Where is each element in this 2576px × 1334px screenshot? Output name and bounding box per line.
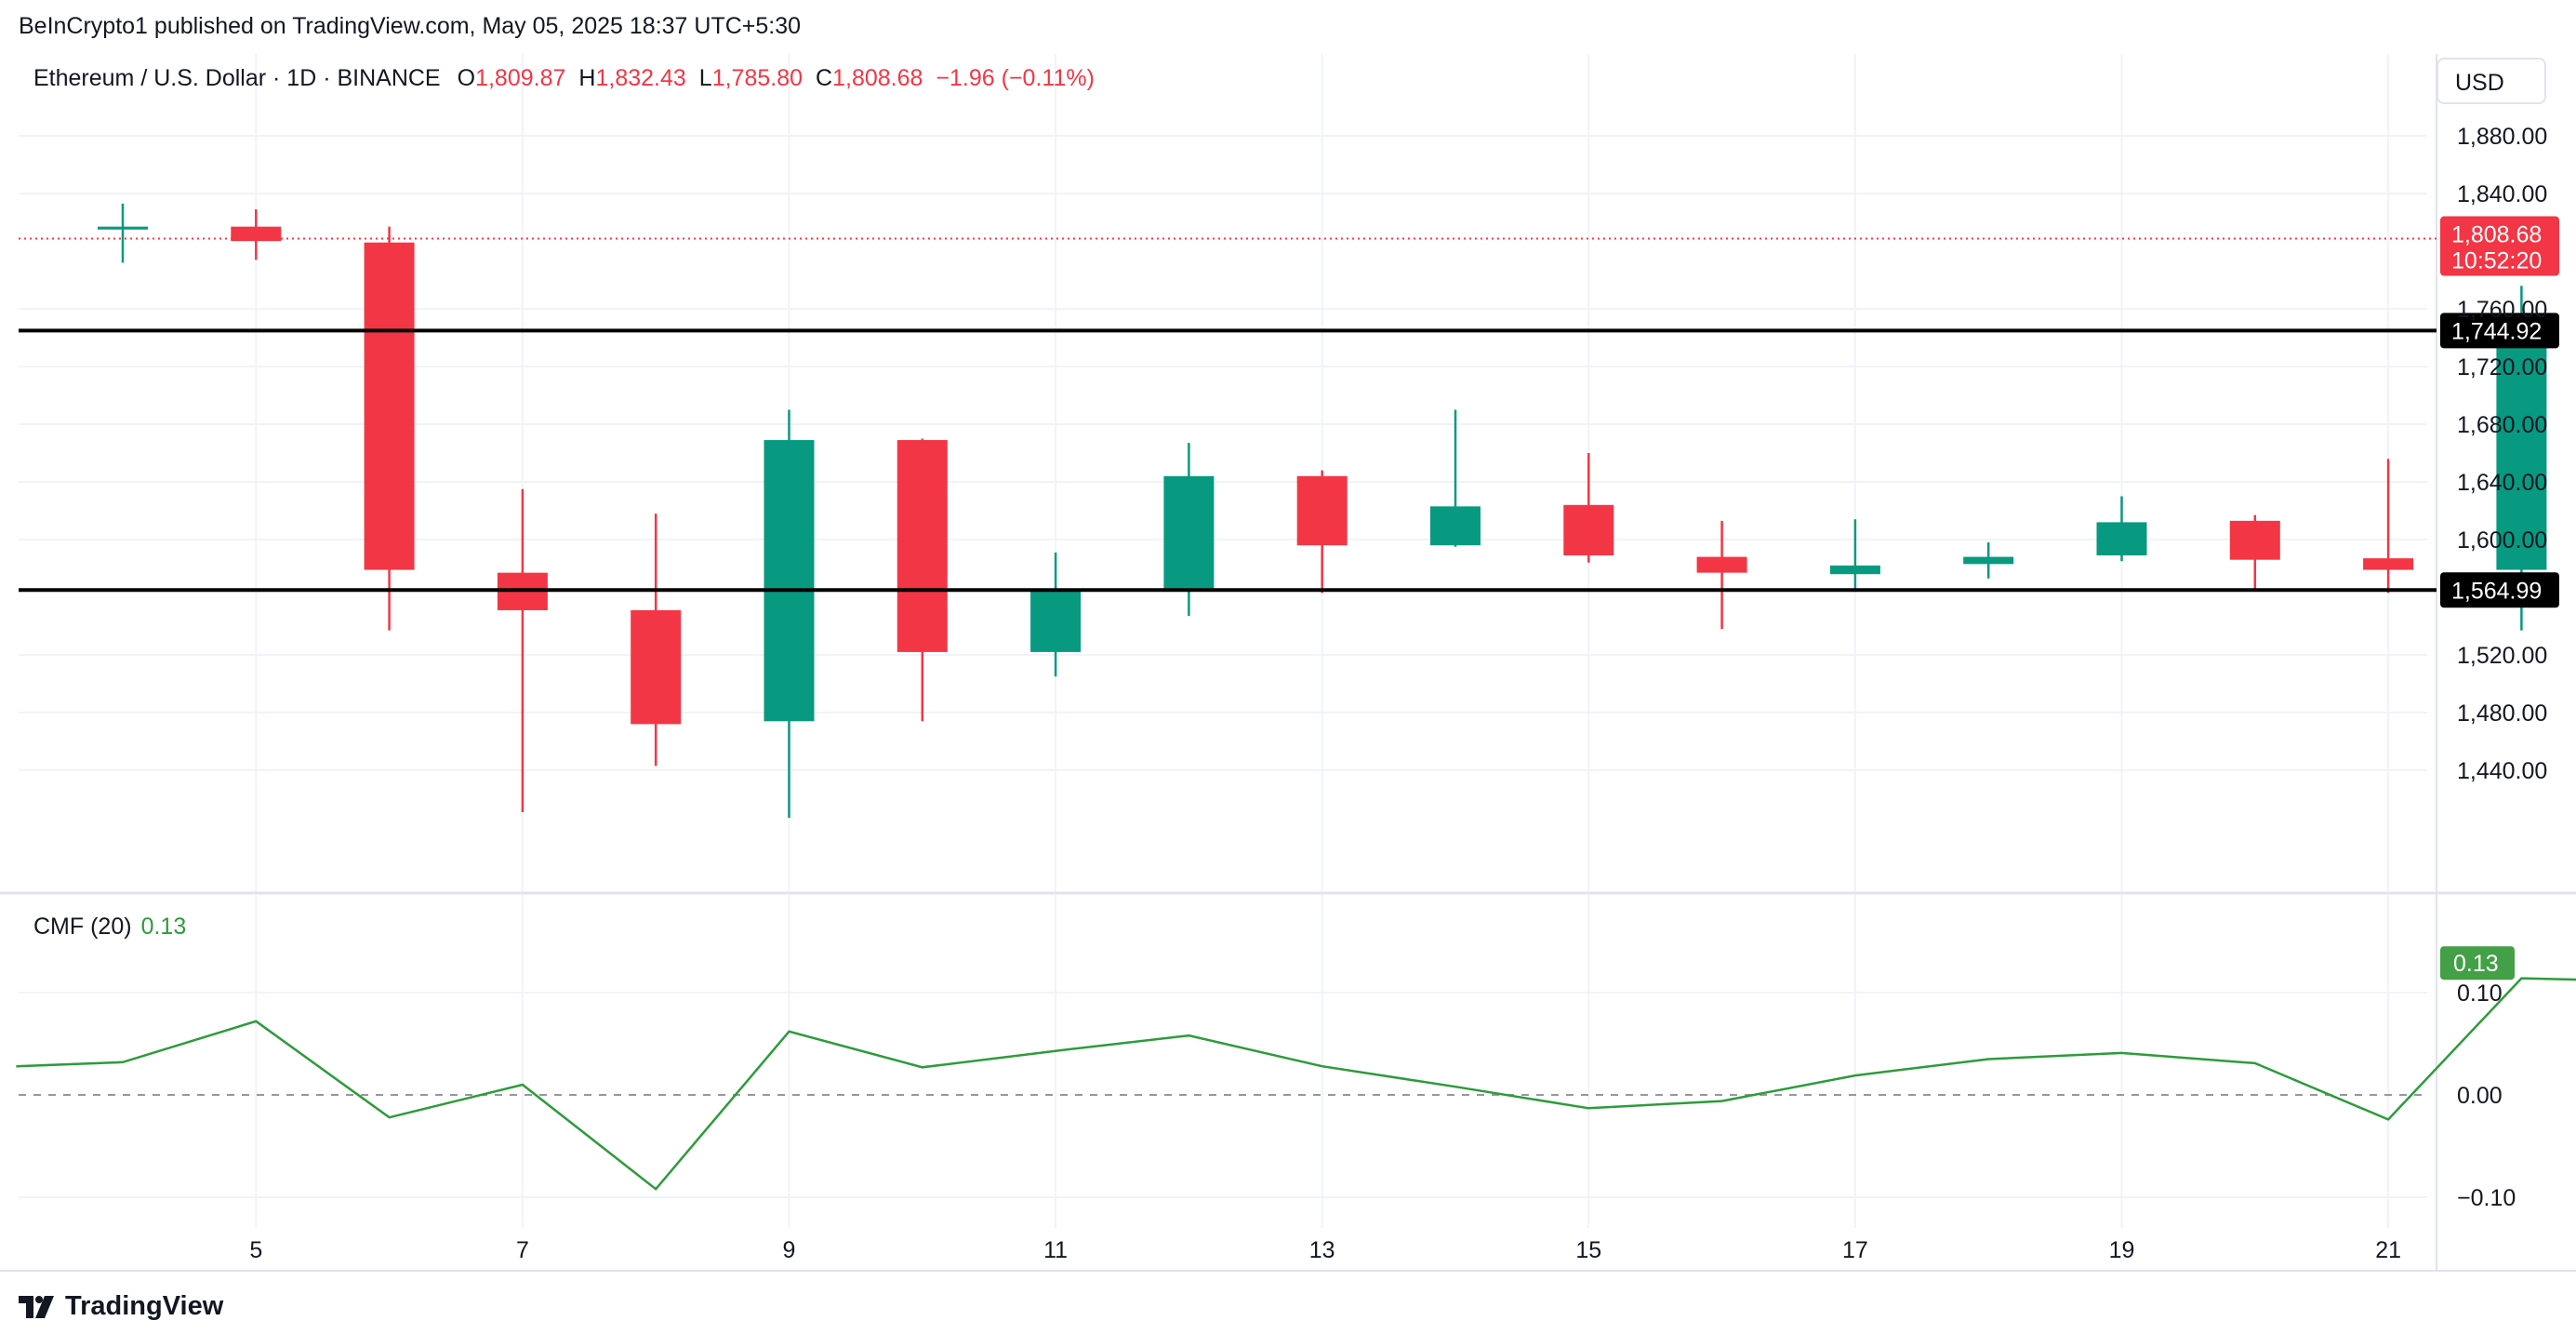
candle[interactable] [2363, 459, 2414, 594]
candle[interactable] [1829, 519, 1880, 589]
candle[interactable] [1963, 542, 2014, 579]
candle[interactable] [231, 209, 282, 260]
price-axis-tick: 1,680.00 [2457, 412, 2547, 438]
cmf-value: 0.13 [140, 914, 187, 940]
footer-brand-label: TradingView [65, 1291, 224, 1321]
candle[interactable] [1296, 470, 1348, 594]
symbol-name: Ethereum / U.S. Dollar · 1D · BINANCE [33, 65, 441, 91]
candle-body [231, 226, 282, 242]
candle[interactable] [1696, 520, 1747, 630]
time-axis-tick: 15 [1575, 1237, 1601, 1263]
price-axis-tick: 1,880.00 [2457, 124, 2547, 150]
countdown-label: 10:52:20 [2451, 248, 2542, 274]
time-axis-tick: 17 [1842, 1237, 1868, 1263]
close-label: C [816, 65, 833, 91]
candle[interactable] [896, 438, 948, 722]
high-value: 1,832.43 [595, 65, 686, 91]
change-value: −1.96 (−0.11%) [936, 65, 1095, 91]
cmf-value-tag-label: 0.13 [2453, 951, 2499, 977]
candle[interactable] [98, 203, 148, 263]
time-axis-tick: 11 [1043, 1237, 1068, 1263]
time-axis-tick: 7 [516, 1237, 529, 1263]
cmf-axis-tick: 0.10 [2457, 980, 2503, 1007]
low-label: L [698, 65, 712, 91]
candle-body [1696, 556, 1747, 573]
price-axis-tick: 1,640.00 [2457, 470, 2547, 496]
candle[interactable] [497, 488, 548, 812]
level-price-label: 1,564.99 [2451, 578, 2542, 604]
level-price-label: 1,744.92 [2451, 318, 2542, 344]
price-axis-tick: 1,480.00 [2457, 700, 2547, 727]
candle[interactable] [2229, 514, 2280, 589]
candle-body [2229, 520, 2280, 560]
candle-body [1296, 475, 1348, 546]
last-price-tag [2440, 216, 2559, 276]
tradingview-logo-icon [19, 1295, 54, 1318]
candle-body [2363, 558, 2414, 570]
candle[interactable] [631, 514, 682, 767]
open-value: 1,809.87 [475, 65, 566, 91]
time-axis-tick: 5 [249, 1237, 262, 1263]
time-axis-tick: 9 [783, 1237, 796, 1263]
price-axis-tick: 1,760.00 [2457, 297, 2547, 323]
footer-brand[interactable]: TradingView [19, 1291, 223, 1322]
open-label: O [457, 65, 476, 91]
cmf-line[interactable] [16, 922, 2576, 1191]
candle-body [2096, 522, 2147, 556]
price-axis-tick: 1,520.00 [2457, 643, 2547, 669]
cmf-legend: CMF (20) 0.13 [33, 914, 186, 940]
price-axis-tick: 1,720.00 [2457, 354, 2547, 380]
price-axis-tick: 1,440.00 [2457, 758, 2547, 784]
candle-body [1030, 588, 1082, 652]
candle[interactable] [364, 226, 415, 631]
currency-button[interactable]: USD [2437, 58, 2546, 104]
close-value: 1,808.68 [832, 65, 923, 91]
candle-body [1829, 565, 1880, 575]
time-axis-tick: 19 [2109, 1237, 2135, 1263]
candle-body [1563, 504, 1614, 556]
level-price-tag [2440, 313, 2559, 349]
candle-body [764, 440, 815, 722]
candle[interactable] [1030, 552, 1082, 677]
candle-body [1963, 556, 2014, 565]
price-axis-tick: 1,600.00 [2457, 527, 2547, 554]
candle-body [98, 226, 148, 230]
cmf-axis-tick: 0.00 [2457, 1083, 2503, 1109]
cmf-value-tag [2440, 946, 2515, 980]
high-label: H [578, 65, 596, 91]
price-axis-tick: 1,840.00 [2457, 181, 2547, 207]
low-value: 1,785.80 [711, 65, 803, 91]
candle-body [1430, 506, 1481, 546]
candle-body [631, 609, 682, 725]
candle-body [1163, 475, 1215, 589]
level-price-tag [2440, 572, 2559, 608]
symbol-legend: Ethereum / U.S. Dollar · 1D · BINANCE O1,… [33, 65, 1108, 92]
candle[interactable] [2096, 496, 2147, 562]
last-price-label: 1,808.68 [2451, 222, 2542, 248]
cmf-label: CMF (20) [33, 914, 132, 940]
time-axis-tick: 13 [1309, 1237, 1335, 1263]
cmf-axis-tick: −0.10 [2457, 1185, 2516, 1211]
candle[interactable] [764, 409, 815, 819]
candle[interactable] [1430, 409, 1481, 547]
candle-body [2496, 313, 2547, 570]
publisher-credit: BeInCrypto1 published on TradingView.com… [19, 13, 802, 39]
time-axis-tick: 21 [2375, 1237, 2401, 1263]
candle-body [364, 242, 415, 570]
candle[interactable] [1163, 443, 1215, 617]
candle-body [896, 440, 948, 652]
candle[interactable] [1563, 453, 1614, 563]
